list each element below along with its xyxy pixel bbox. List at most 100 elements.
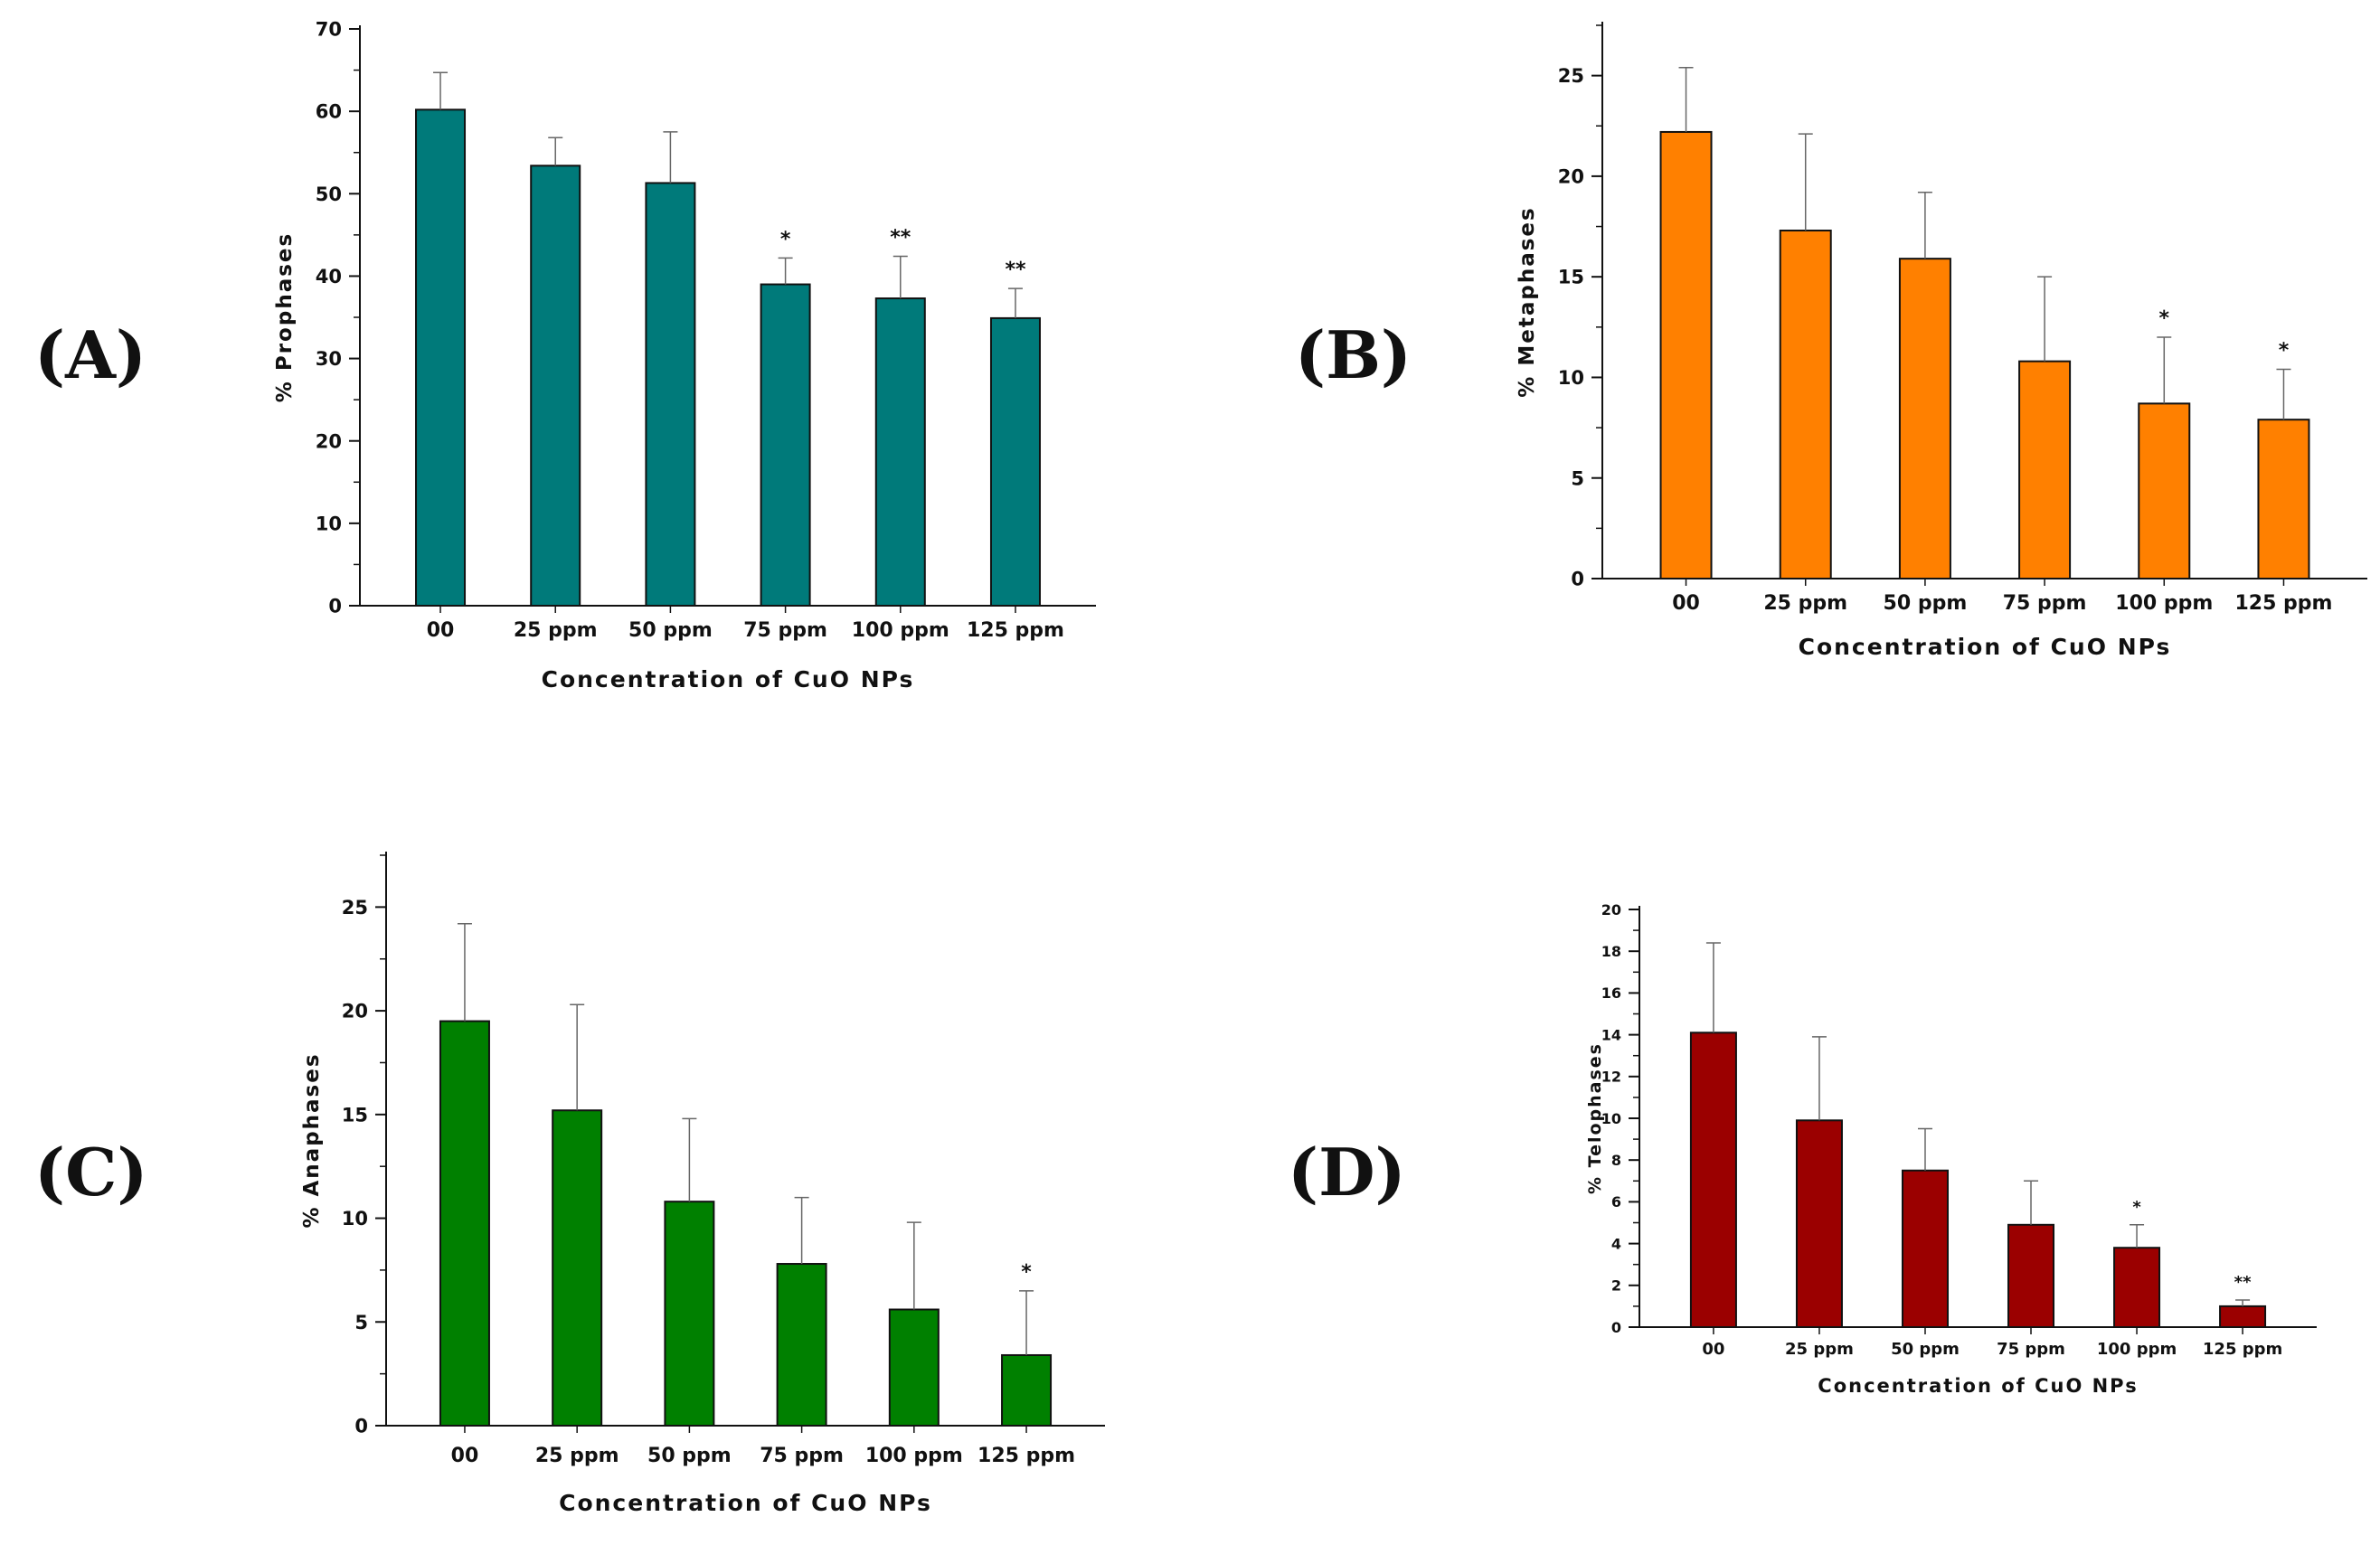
y-tick-label: 70 — [316, 19, 342, 41]
bar-50-ppm — [1898, 258, 1951, 579]
y-tick-label: 40 — [316, 266, 342, 287]
chart-c: 0 5 10 15 20 25 00 25 ppm 50 ppm 75 ppm 100 ppm 125… — [300, 852, 1105, 1516]
significance-mark: * — [780, 228, 791, 250]
x-tick-label: 50 ppm — [628, 619, 713, 642]
bar-125-ppm — [1001, 1353, 1053, 1427]
bar-25-ppm — [552, 1109, 603, 1427]
significance-mark: * — [2132, 1198, 2141, 1217]
y-tick-label: 5 — [354, 1312, 368, 1333]
y-tick-label: 30 — [316, 348, 342, 370]
bar-25-ppm — [1795, 1119, 1843, 1329]
x-tick-label: 00 — [427, 619, 455, 642]
x-axis-title: Concentration of CuO NPs — [1818, 1375, 2138, 1397]
x-axis-title: Concentration of CuO NPs — [1799, 634, 2172, 660]
bar-100-ppm — [888, 1308, 940, 1427]
chart-d: 0 2 4 6 8 10 12 14 16 18 20 00 25 ppm 50 ppm 75 ppm 100… — [1585, 901, 2317, 1397]
bar-00 — [1689, 1032, 1737, 1329]
bar-50-ppm — [645, 182, 696, 608]
bar-50-ppm — [1901, 1169, 1949, 1328]
significance-mark: ** — [1005, 259, 1026, 281]
bar-00 — [439, 1020, 490, 1427]
panel-label-a: (A) — [34, 316, 146, 393]
y-tick-label: 60 — [316, 101, 342, 123]
panel-label-d: (D) — [1288, 1134, 1406, 1211]
x-tick-label: 25 ppm — [1785, 1340, 1854, 1359]
x-tick-label: 125 ppm — [978, 1445, 1075, 1467]
bar-125-ppm — [2219, 1305, 2267, 1329]
y-tick-label: 5 — [1571, 467, 1584, 489]
y-tick-label: 18 — [1601, 943, 1621, 960]
y-tick-label: 16 — [1601, 984, 1621, 1002]
bar-75-ppm — [2007, 1223, 2055, 1329]
panel-label-b: (B) — [1295, 316, 1412, 393]
x-tick-label: 50 ppm — [1891, 1340, 1960, 1359]
y-tick-label: 2 — [1611, 1277, 1621, 1295]
y-tick-label: 10 — [342, 1208, 368, 1229]
panel-label-c: (C) — [34, 1134, 147, 1211]
bar-100-ppm — [874, 297, 926, 607]
x-tick-label: 100 ppm — [2097, 1340, 2177, 1359]
x-tick-label: 75 ppm — [743, 619, 827, 642]
x-tick-label: 00 — [451, 1445, 479, 1467]
y-tick-label: 0 — [1571, 569, 1584, 590]
y-tick-label: 10 — [1601, 1110, 1621, 1127]
y-tick-label: 25 — [342, 897, 368, 919]
y-tick-label: 14 — [1601, 1026, 1621, 1043]
y-tick-label: 50 — [316, 184, 342, 205]
bar-75-ppm — [760, 283, 811, 607]
bar-100-ppm — [2138, 402, 2191, 580]
x-tick-label: 25 ppm — [514, 619, 598, 642]
y-tick-label: 8 — [1611, 1152, 1621, 1169]
y-tick-label: 20 — [1601, 901, 1621, 919]
x-tick-label: 100 ppm — [865, 1445, 963, 1467]
y-axis-title: % Prophases — [273, 232, 297, 402]
bar-75-ppm — [776, 1263, 827, 1427]
bar-00 — [415, 108, 467, 607]
chart-a: 0 10 20 30 40 50 60 70 00 25 ppm 50 ppm 75 ppm * 100 … — [273, 19, 1096, 692]
y-axis-title: % Metaphases — [1516, 206, 1539, 397]
x-tick-label: 100 ppm — [2115, 592, 2213, 615]
y-tick-label: 0 — [1611, 1319, 1621, 1336]
x-tick-label: 50 ppm — [647, 1445, 732, 1467]
x-axis-title: Concentration of CuO NPs — [559, 1490, 932, 1516]
significance-mark: ** — [890, 227, 911, 250]
y-tick-label: 6 — [1611, 1193, 1621, 1211]
bar-25-ppm — [530, 165, 581, 607]
chart-b: 0 5 10 15 20 25 00 25 ppm 50 ppm 75 ppm 100 ppm * 12… — [1516, 22, 2367, 660]
x-tick-label: 75 ppm — [2003, 592, 2087, 615]
y-tick-label: 25 — [1558, 65, 1584, 87]
bar-25-ppm — [1779, 229, 1832, 579]
y-tick-label: 0 — [354, 1416, 368, 1437]
significance-mark: * — [1021, 1261, 1032, 1284]
x-tick-label: 100 ppm — [852, 619, 949, 642]
y-tick-label: 20 — [1558, 165, 1584, 187]
x-tick-label: 75 ppm — [760, 1445, 844, 1467]
y-tick-label: 10 — [1558, 367, 1584, 389]
x-tick-label: 00 — [1702, 1340, 1724, 1359]
y-tick-label: 15 — [342, 1104, 368, 1126]
x-tick-label: 125 ppm — [2234, 592, 2332, 615]
x-tick-label: 125 ppm — [2203, 1340, 2282, 1359]
y-tick-label: 15 — [1558, 267, 1584, 288]
y-tick-label: 20 — [316, 430, 342, 452]
bar-100-ppm — [2113, 1247, 2161, 1328]
x-axis-title: Concentration of CuO NPs — [542, 666, 915, 692]
significance-mark: ** — [2234, 1273, 2252, 1292]
x-tick-label: 00 — [1672, 592, 1700, 615]
y-tick-label: 0 — [328, 596, 342, 617]
y-tick-label: 20 — [342, 1001, 368, 1022]
x-tick-label: 50 ppm — [1884, 592, 1968, 615]
significance-mark: * — [2279, 340, 2290, 363]
x-tick-label: 25 ppm — [535, 1445, 619, 1467]
significance-mark: * — [2159, 307, 2170, 330]
bar-125-ppm — [989, 316, 1041, 607]
bar-75-ppm — [2018, 360, 2072, 579]
bar-125-ppm — [2257, 419, 2310, 579]
y-tick-label: 10 — [316, 513, 342, 534]
y-axis-title: % Anaphases — [300, 1052, 324, 1228]
y-tick-label: 12 — [1601, 1069, 1621, 1086]
y-tick-label: 4 — [1611, 1235, 1621, 1252]
bar-50-ppm — [664, 1201, 715, 1427]
bar-00 — [1659, 130, 1713, 579]
